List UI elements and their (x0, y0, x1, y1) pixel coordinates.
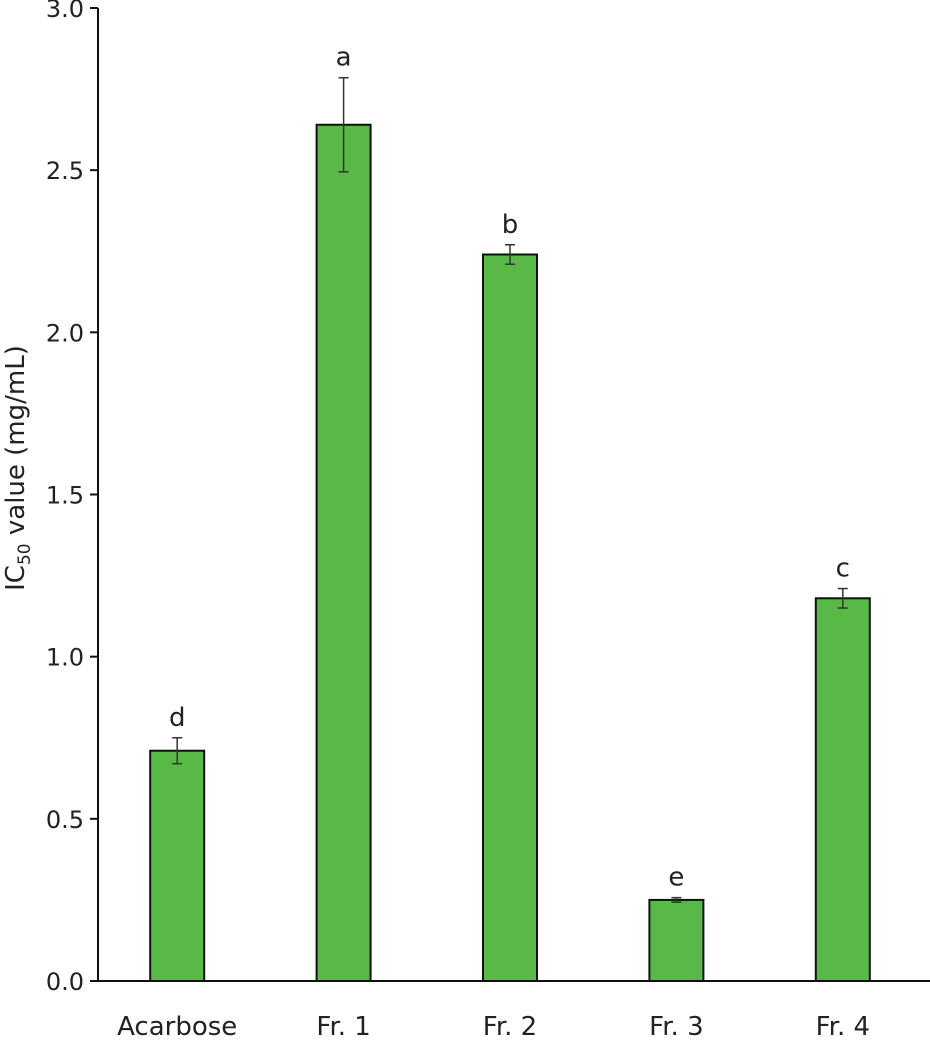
x-tick-label: Fr. 2 (483, 1012, 537, 1041)
error-bar-5 (837, 587, 848, 609)
x-tick-label: Fr. 3 (649, 1012, 703, 1041)
x-tick-label: Fr. 4 (816, 1012, 870, 1041)
y-axis: 0.0 0.5 1.0 1.5 2.0 2.5 3.0 (46, 0, 99, 996)
y-tick-label: 3.0 (46, 0, 84, 23)
x-tick-label: Fr. 1 (316, 1012, 370, 1041)
bar-2 (315, 123, 372, 982)
y-axis-title: IC50 value (mg/mL) (1, 345, 35, 591)
significance-letter: b (502, 210, 519, 240)
significance-letter: a (336, 43, 352, 73)
significance-letter: d (169, 703, 186, 733)
error-bar-3 (505, 244, 515, 265)
bar-5 (814, 597, 871, 983)
significance-letter: c (836, 554, 850, 584)
y-tick-label: 1.5 (46, 482, 84, 510)
bar-4 (648, 898, 705, 983)
significance-letters: d a b e c (169, 43, 850, 893)
error-bars (172, 76, 848, 903)
bars (149, 123, 871, 983)
x-tick-label: Acarbose (117, 1012, 237, 1041)
error-bar-1 (172, 737, 183, 765)
y-tick-label: 2.5 (46, 157, 84, 185)
significance-letter: e (668, 863, 684, 893)
y-tick-label: 0.0 (46, 968, 84, 996)
y-axis-title-subscript: 50 (15, 543, 35, 565)
error-bar-4 (671, 896, 682, 903)
y-axis-title-main: IC (1, 565, 31, 591)
y-tick-label: 0.5 (46, 806, 84, 834)
y-tick-label: 2.0 (46, 319, 84, 347)
x-axis: Acarbose Fr. 1 Fr. 2 Fr. 3 Fr. 4 (98, 980, 930, 1041)
y-tick-label: 1.0 (46, 644, 84, 672)
error-bar-2 (338, 76, 349, 173)
bar-3 (482, 253, 538, 982)
bar-1 (149, 749, 206, 982)
y-axis-title-rest: value (mg/mL) (1, 345, 31, 543)
